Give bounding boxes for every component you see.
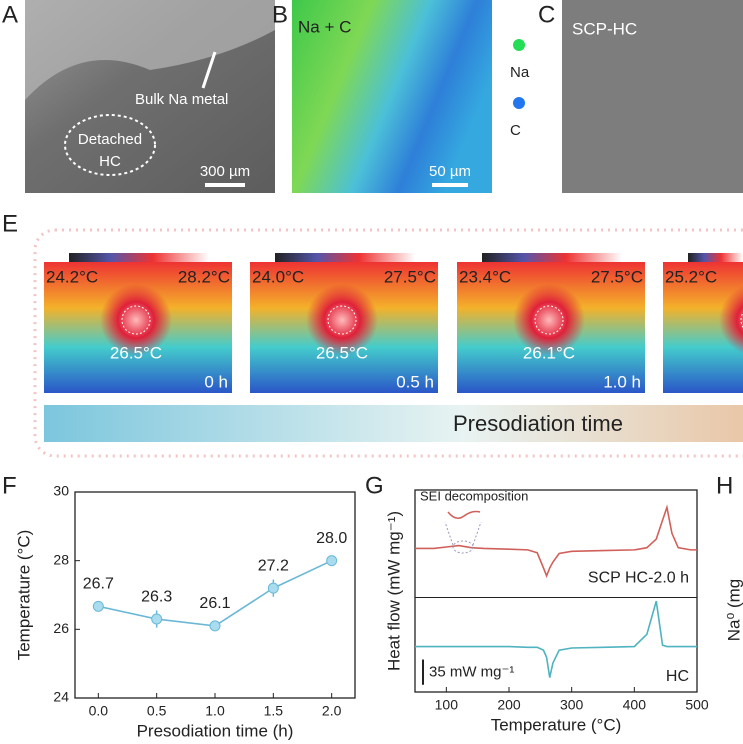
color-bar xyxy=(69,253,209,262)
point xyxy=(209,620,221,632)
frame xyxy=(33,228,743,458)
legend-swatch xyxy=(513,97,525,109)
value-label: 26.1 xyxy=(199,595,230,612)
annotation: Detached xyxy=(78,131,142,148)
value-label: 27.2 xyxy=(258,557,289,574)
sem-image xyxy=(562,0,743,193)
y-axis-label: Heat flow (mW mg⁻¹) xyxy=(384,511,403,671)
bar-label: Presodiation time xyxy=(453,411,623,436)
scale-bar-label: 300 µm xyxy=(200,163,250,180)
zoom-circle xyxy=(452,540,474,554)
panel-label: G xyxy=(365,472,384,499)
thermal-center: 26.5°C xyxy=(110,343,162,362)
eds-map xyxy=(292,0,492,193)
annotation: Bulk Na metal xyxy=(135,91,228,108)
arrow xyxy=(201,51,217,89)
thermal-max: 28.2°C xyxy=(178,267,230,286)
y-tick-label: 26 xyxy=(53,620,69,636)
y-tick-label: 30 xyxy=(53,483,69,499)
legend-label: C xyxy=(510,122,521,139)
na-metal xyxy=(25,0,275,100)
series-label: HC xyxy=(666,668,689,685)
thermal-max: 27.5°C xyxy=(384,267,436,286)
y-axis-label: Temperature (°C) xyxy=(14,530,33,661)
circle xyxy=(64,114,156,176)
scale-bar-label: 50 µm xyxy=(429,163,471,180)
point xyxy=(92,600,104,612)
x-tick-label: 2.0 xyxy=(322,703,342,719)
panel-label: F xyxy=(2,472,17,499)
thermal-time: 1.0 h xyxy=(603,372,641,391)
value-label: 26.3 xyxy=(141,588,172,605)
thermal-max: 27.5°C xyxy=(591,267,643,286)
x-tick-label: 400 xyxy=(623,697,647,713)
x-tick-label: 300 xyxy=(560,697,584,713)
x-axis-label: Presodiation time (h) xyxy=(137,721,294,740)
data-line xyxy=(415,504,697,579)
scale-bar xyxy=(432,183,468,187)
panel-label: C xyxy=(538,1,555,28)
thermal-time: 0 h xyxy=(204,372,228,391)
annotation: SEI decomposition xyxy=(420,488,528,503)
measure-ring xyxy=(327,305,357,335)
point xyxy=(326,555,338,567)
plot-frame xyxy=(414,489,698,693)
thermal-center: 26.5°C xyxy=(316,343,368,362)
x-tick-label: 500 xyxy=(685,697,709,713)
measure-ring xyxy=(534,305,564,335)
point xyxy=(151,613,163,625)
zoom-lines xyxy=(444,521,482,546)
data-line xyxy=(415,600,697,678)
time-bar xyxy=(44,405,743,442)
thermal-center: 26.1°C xyxy=(523,343,575,362)
hot-spot xyxy=(306,284,378,356)
measure-ring xyxy=(121,305,151,335)
x-tick-label: 1.0 xyxy=(205,703,225,719)
legend-swatch xyxy=(513,39,525,51)
map-title: Na + C xyxy=(298,17,351,36)
hot-spot xyxy=(513,284,585,356)
legend-label: Na xyxy=(510,64,530,81)
thermal-min: 25.2°C xyxy=(665,267,717,286)
panel-label: E xyxy=(2,210,18,237)
x-axis-label: Temperature (°C) xyxy=(491,715,622,734)
series-label: SCP HC-2.0 h xyxy=(588,570,689,587)
annotation: HC xyxy=(99,153,121,170)
hot-spot xyxy=(100,284,172,356)
color-bar xyxy=(275,253,415,262)
panel-label: A xyxy=(2,1,18,28)
y-tick-label: 24 xyxy=(53,689,69,705)
value-label: 28.0 xyxy=(316,530,347,547)
data-line xyxy=(98,559,333,627)
scale-bar xyxy=(205,183,245,187)
x-tick-label: 0.5 xyxy=(147,703,167,719)
x-tick-label: 0.0 xyxy=(89,703,109,719)
panel-label: H xyxy=(716,472,733,499)
y-axis-label: Na⁰ (mg xyxy=(724,579,743,642)
value-label: 26.7 xyxy=(83,576,114,593)
point xyxy=(267,582,279,594)
scale-bar-label: 35 mW mg⁻¹ xyxy=(429,663,514,680)
x-tick-label: 1.5 xyxy=(264,703,284,719)
hot-spot xyxy=(719,286,743,354)
x-tick-label: 200 xyxy=(497,697,521,713)
x-tick-label: 100 xyxy=(435,697,459,713)
thermal-time: 0.5 h xyxy=(396,372,434,391)
inset-curve xyxy=(447,510,481,519)
image-title: SCP-HC xyxy=(572,19,637,38)
thermal-min: 24.0°C xyxy=(252,267,304,286)
panel-label: B xyxy=(272,1,288,28)
thermal-min: 24.2°C xyxy=(46,267,98,286)
y-tick-label: 28 xyxy=(53,551,69,567)
thermal-min: 23.4°C xyxy=(459,267,511,286)
color-bar xyxy=(482,253,622,262)
color-bar xyxy=(688,253,743,262)
